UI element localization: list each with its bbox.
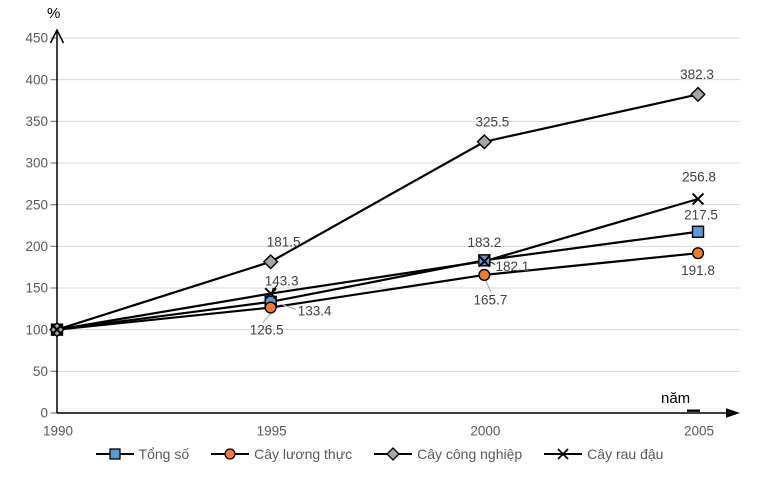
y-tick-label: 100 [25,322,48,337]
x-tick-label: 2005 [684,424,714,439]
series-line-2 [56,93,699,331]
data-point-marker-1 [264,301,277,314]
y-tick-label: 50 [33,364,48,379]
legend-item-3: Cây rau đậu [544,446,663,462]
legend-label: Cây rau đậu [587,446,664,462]
y-tick-label: 300 [25,156,48,171]
legend-marker-icon [374,447,413,461]
leader-line [490,261,496,265]
x-tick-label: 1990 [43,424,73,439]
data-point-marker-1 [478,268,491,282]
series-line-3 [56,197,699,331]
legend-item-0: Tổng số [95,446,190,462]
legend: Tổng số Cây lương thực Cây công nghiệp Cây … [0,443,759,465]
leader-line [280,303,297,310]
y-axis-arrow-icon [49,28,65,44]
data-label: 143.3 [265,273,299,288]
data-point-marker-1 [691,247,705,260]
data-label: 382.3 [680,67,714,82]
data-label: 182.1 [495,259,529,274]
legend-item-1: Cây lương thực [211,446,352,462]
data-label: 133.4 [298,304,332,319]
data-label: 325.5 [475,114,509,129]
y-tick-label: 0 [40,406,48,421]
leader-line [485,280,492,293]
leader-line [262,312,272,323]
x-tick-label: 1995 [257,424,287,439]
y-tick-label: 200 [25,239,48,254]
data-label: 126.5 [250,322,284,337]
x-axis-arrow-icon [726,408,740,418]
series-line-0 [56,230,699,331]
data-point-marker-2 [690,86,706,103]
y-tick-label: 250 [25,197,48,212]
legend-item-2: Cây công nghiệp [374,446,522,462]
data-point-marker-3 [691,192,705,206]
data-point-marker-0 [691,225,705,238]
plot-area: 0 50 100 150 200 250 300 350 400 450 1990 1995 2000 2… [25,28,740,439]
series-line-1 [56,252,699,331]
data-label: 217.5 [684,207,718,222]
legend-marker-icon [95,448,134,460]
data-label: 183.2 [467,235,501,250]
data-point-marker-3 [50,323,64,336]
data-label: 165.7 [473,293,507,308]
data-label: 191.8 [681,263,715,278]
y-tick-label: 150 [25,281,48,296]
y-tick-label: 350 [25,114,48,129]
data-label: 256.8 [682,170,716,185]
legend-label: Tổng số [138,446,190,462]
data-point-marker-3 [264,287,277,300]
y-axis-unit-label: % [47,5,61,22]
legend-marker-icon [544,448,583,460]
data-label: 181.5 [267,234,301,249]
x-axis-label: năm [661,390,691,407]
data-point-marker-2 [476,133,493,150]
legend-marker-icon [211,448,250,460]
data-point-marker-3 [478,255,491,268]
x-tick-label: 2000 [470,424,500,439]
data-point-marker-2 [262,253,279,270]
y-tick-label: 450 [25,31,48,46]
legend-label: Cây công nghiệp [417,446,523,462]
legend-label: Cây lương thực [254,446,353,462]
y-tick-label: 400 [25,72,48,87]
